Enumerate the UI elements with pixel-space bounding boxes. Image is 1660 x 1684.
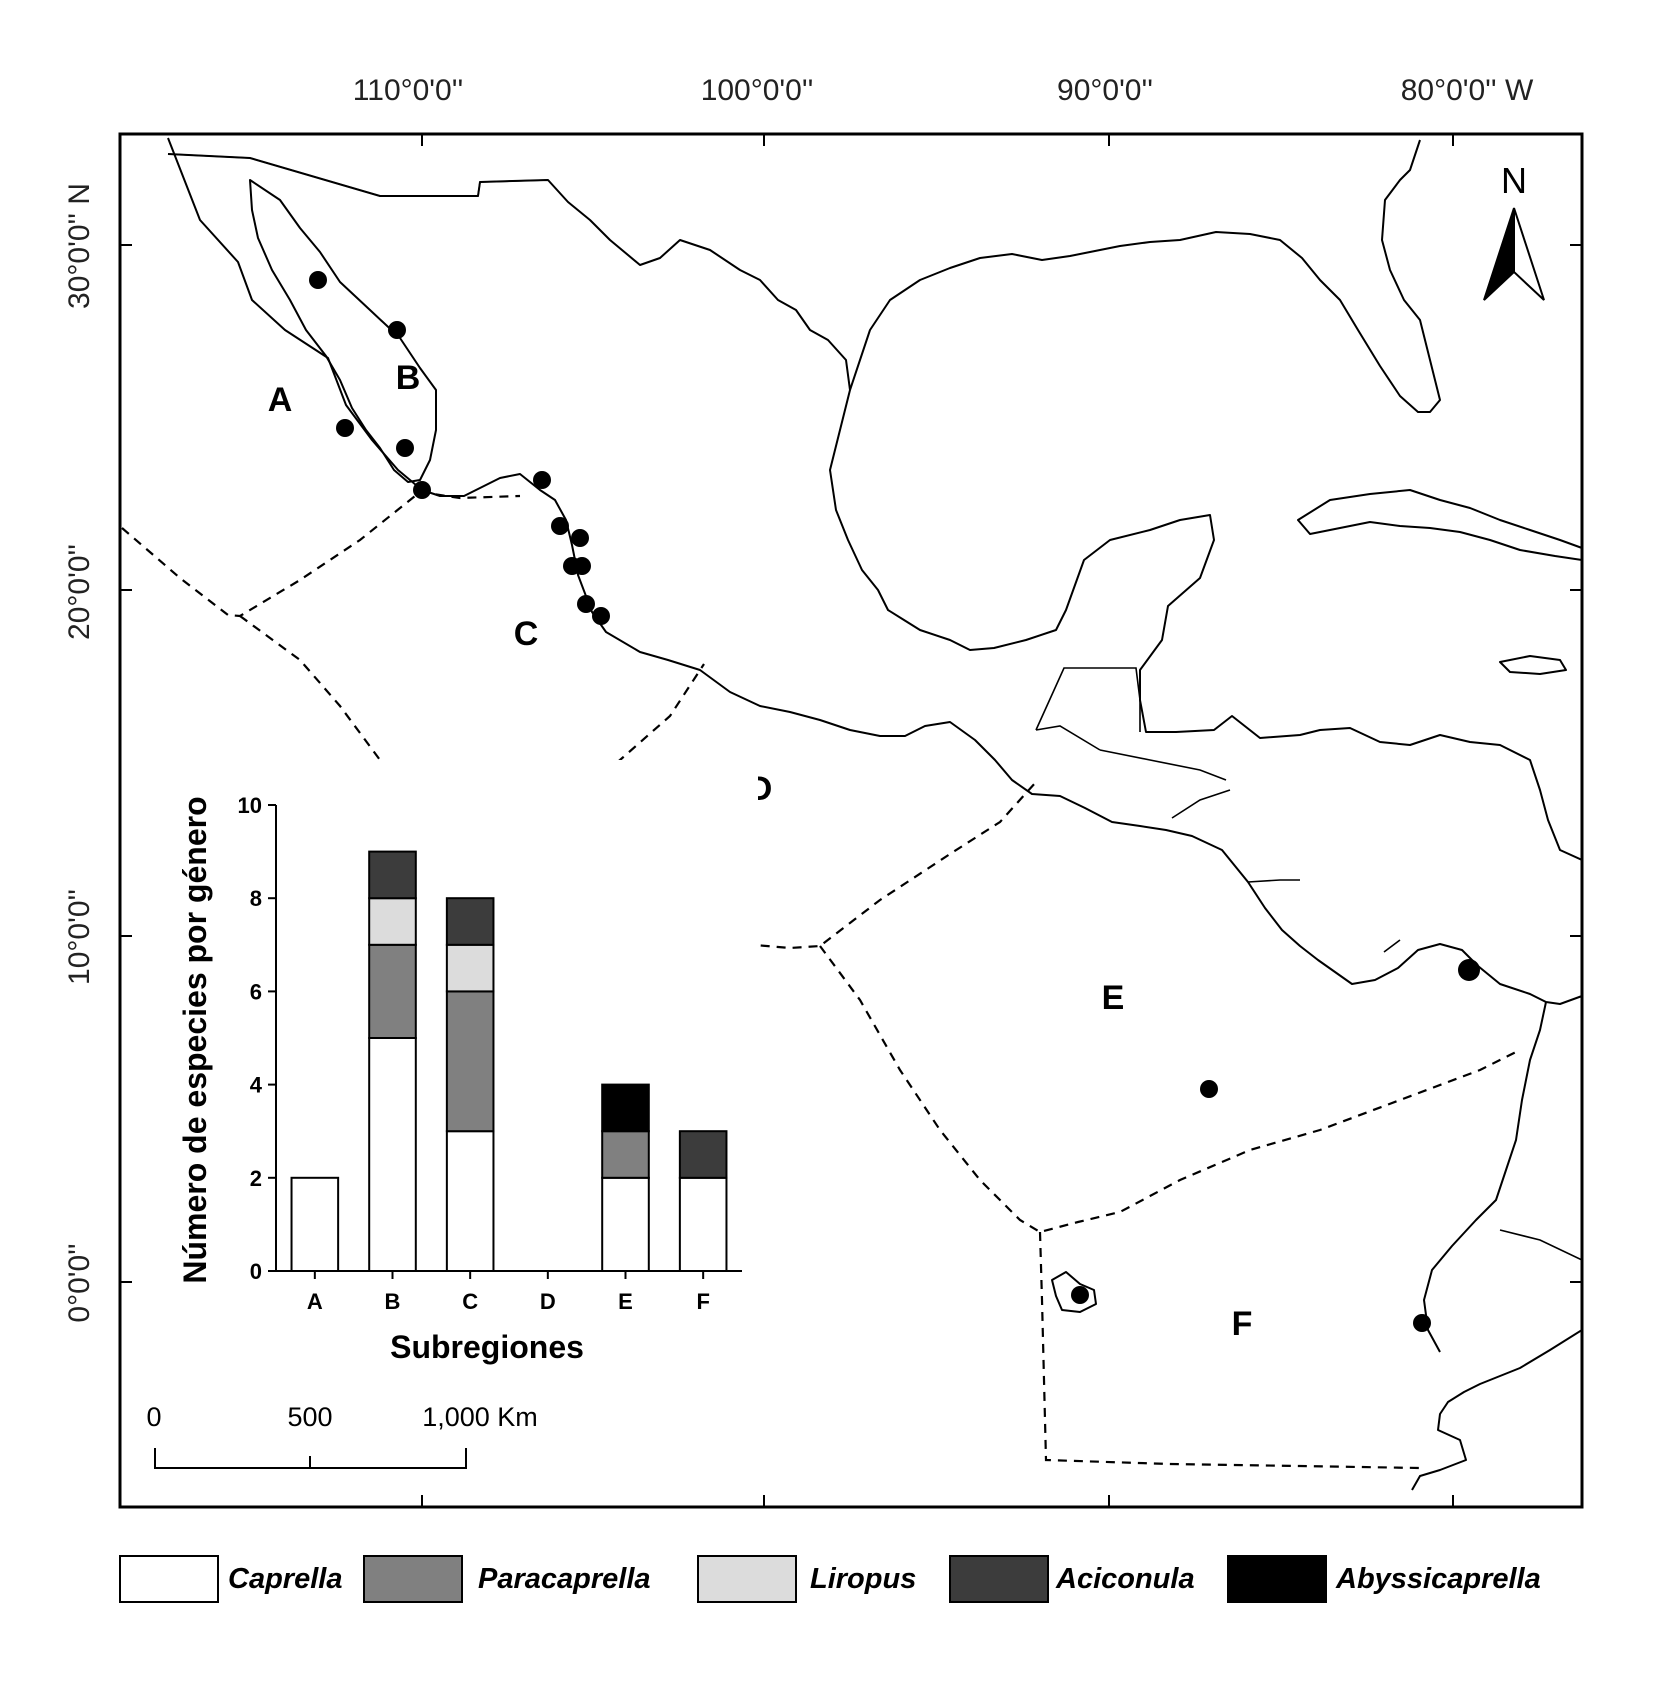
- chart-x-tick-label: F: [696, 1289, 709, 1314]
- bar-segment-caprella-c: [445, 1130, 495, 1272]
- guatemala-border: [1035, 667, 1141, 751]
- map: 110°0'0'' 100°0'0'' 90°0'0'' 80°0'0'' W …: [63, 74, 1584, 1509]
- bar-segment-caprella-a: [290, 1176, 340, 1273]
- bar-segment-abyssicaprella-e: [601, 1083, 650, 1133]
- graticule-ticks: [120, 134, 1582, 1507]
- legend-label-abyssicaprella: Abyssicaprella: [1335, 1563, 1541, 1595]
- lon-label-110w: 110°0'0'': [353, 74, 463, 107]
- subregion-label-f: F: [1232, 1305, 1253, 1343]
- baja-california-coastline: [249, 179, 437, 483]
- bar-segment-aciconula-b: [368, 850, 417, 900]
- colombia-coastline: [1423, 1001, 1547, 1353]
- bar-segment-caprella-e: [601, 1176, 650, 1273]
- bar-segment-aciconula-f: [678, 1130, 728, 1179]
- site-marker: [533, 471, 551, 489]
- site-marker: [571, 529, 589, 547]
- us-mexico-border: [167, 153, 549, 197]
- boundary-ef: [819, 945, 1521, 1234]
- subregion-label-b: B: [396, 359, 421, 397]
- map-frame: [118, 132, 1584, 1509]
- site-marker: [413, 481, 431, 499]
- site-marker: [388, 321, 406, 339]
- subregion-label-c: C: [514, 615, 539, 653]
- site-marker: [592, 607, 610, 625]
- bar-segment-paracaprella-e: [601, 1130, 650, 1179]
- bar-segment-aciconula-c: [445, 897, 495, 946]
- bar-segment-paracaprella-c: [445, 990, 495, 1133]
- site-marker: [336, 419, 354, 437]
- chart-y-tick-label: 2: [250, 1166, 262, 1191]
- lon-label-80w: 80°0'0'' W: [1401, 74, 1534, 107]
- south-america-coastline: [1411, 1329, 1582, 1491]
- lat-label-10n: 10°0'0'': [63, 889, 96, 985]
- legend-label-aciconula: Aciconula: [1055, 1563, 1195, 1595]
- chart-y-tick-label: 8: [250, 886, 262, 911]
- lat-label-20n: 20°0'0'': [63, 544, 96, 640]
- site-marker: [1413, 1314, 1431, 1332]
- galapagos-coastline: [1051, 1271, 1097, 1313]
- lon-label-90w: 90°0'0'': [1057, 74, 1153, 107]
- site-marker: [309, 271, 327, 289]
- site-marker: [1071, 1286, 1089, 1304]
- chart-y-axis-title: Número de especies por género: [177, 796, 213, 1283]
- lat-label-30n: 30°0'0'' N: [63, 183, 96, 309]
- collection-sites: [309, 271, 1480, 1332]
- legend-swatch-abyssicaprella: [1227, 1555, 1327, 1603]
- gulf-north-coastline: [849, 139, 1441, 413]
- legend-label-caprella: Caprella: [228, 1563, 342, 1595]
- scale-label-1000: 1,000 Km: [422, 1402, 538, 1432]
- chart-axes: A B C D E F 0 2 4 6 8 10: [238, 793, 742, 1314]
- site-marker: [573, 557, 591, 575]
- chart-x-tick-label: A: [307, 1289, 323, 1314]
- legend-label-paracaprella: Paracaprella: [478, 1563, 651, 1595]
- jamaica-coastline: [1499, 655, 1567, 675]
- legend-swatch-liropus: [697, 1555, 797, 1603]
- site-marker: [396, 439, 414, 457]
- site-marker: [577, 595, 595, 613]
- scale-label-0: 0: [146, 1402, 161, 1432]
- chart-x-tick-label: C: [462, 1289, 478, 1314]
- site-marker: [1200, 1080, 1218, 1098]
- chart-x-tick-label: D: [540, 1289, 556, 1314]
- site-marker: [551, 517, 569, 535]
- lon-label-100w: 100°0'0'': [701, 74, 814, 107]
- bar-segment-paracaprella-b: [368, 943, 417, 1039]
- north-label: N: [1501, 160, 1527, 201]
- boundary-ab: [121, 490, 521, 618]
- legend-swatch-aciconula: [949, 1555, 1049, 1603]
- inset-chart: A B C D E F 0 2 4 6 8 10 Subregiones Número de espe…: [168, 760, 758, 1365]
- chart-bars: [290, 850, 728, 1273]
- central-america-borders: [1099, 749, 1582, 1261]
- chart-y-tick-label: 0: [250, 1259, 262, 1284]
- cuba-coastline: [1297, 489, 1582, 561]
- lat-label-0: 0°0'0'': [63, 1243, 96, 1322]
- subregion-label-e: E: [1102, 979, 1125, 1017]
- scale-bar: 0 500 1,000 Km: [146, 1402, 538, 1469]
- site-marker: [1458, 959, 1480, 981]
- legend: Caprella Paracaprella Liropus Aciconula Abys…: [119, 1555, 1541, 1603]
- chart-y-tick-label: 6: [250, 979, 262, 1004]
- scale-label-500: 500: [287, 1402, 332, 1432]
- chart-x-tick-label: B: [385, 1289, 401, 1314]
- gulf-coastline: [167, 153, 1582, 861]
- bar-segment-liropus-b: [368, 897, 417, 946]
- bar-segment-caprella-b: [368, 1037, 417, 1272]
- legend-swatch-caprella: [119, 1555, 219, 1603]
- north-arrow-icon: N: [1483, 160, 1545, 301]
- chart-y-tick-label: 10: [238, 793, 262, 818]
- legend-label-liropus: Liropus: [810, 1563, 916, 1595]
- bar-segment-caprella-f: [678, 1176, 728, 1273]
- boundary-f-west: [1038, 1231, 1421, 1470]
- chart-y-tick-label: 4: [250, 1073, 263, 1098]
- chart-x-tick-label: E: [618, 1289, 633, 1314]
- chart-x-axis-title: Subregiones: [390, 1329, 584, 1365]
- subregion-label-a: A: [268, 381, 293, 419]
- bar-segment-liropus-c: [445, 943, 495, 993]
- legend-swatch-paracaprella: [363, 1555, 463, 1603]
